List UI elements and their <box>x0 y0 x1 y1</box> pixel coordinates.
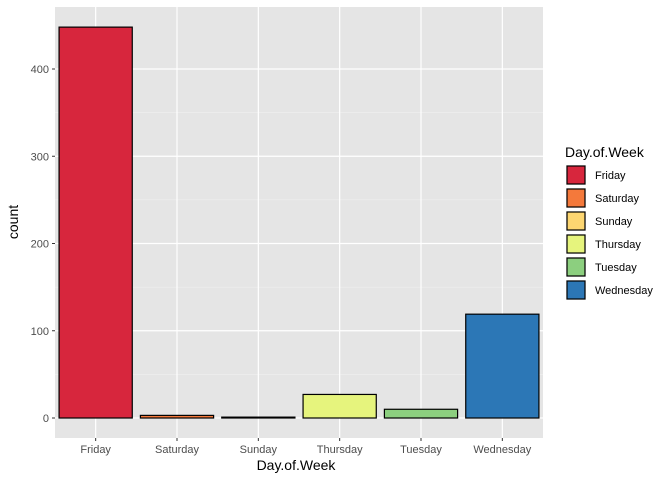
x-tick-label: Saturday <box>155 444 200 456</box>
legend-title: Day.of.Week <box>565 144 645 160</box>
x-tick-label: Tuesday <box>400 444 442 456</box>
bar-saturday <box>139 414 215 419</box>
major-gridlines <box>55 7 543 438</box>
legend-key-saturday <box>566 188 586 208</box>
x-axis-title: Day.of.Week <box>257 457 337 473</box>
y-tick-label: 0 <box>43 413 49 425</box>
bar-friday <box>58 26 133 419</box>
y-axis: 0 100 200 300 400 <box>31 64 55 425</box>
legend-label-wednesday: Wednesday <box>595 285 653 297</box>
plot-panel <box>55 7 543 438</box>
y-tick-label: 400 <box>31 64 49 76</box>
y-tick-label: 300 <box>31 151 49 163</box>
legend-key-tuesday <box>566 257 586 277</box>
x-tick-label: Thursday <box>317 444 363 456</box>
y-axis-title: count <box>5 205 21 239</box>
legend-label-tuesday: Tuesday <box>595 262 637 274</box>
legend-key-wednesday <box>566 280 586 300</box>
legend-key-friday <box>566 165 586 185</box>
legend-label-sunday: Sunday <box>595 216 633 228</box>
legend-label-thursday: Thursday <box>595 239 641 251</box>
x-tick-label: Friday <box>80 444 111 456</box>
y-tick-label: 100 <box>31 326 49 338</box>
bars <box>58 26 540 419</box>
legend-label-saturday: Saturday <box>595 193 640 205</box>
legend-key-thursday <box>566 234 586 254</box>
bar-sunday <box>221 416 296 419</box>
legend-key-sunday <box>566 211 586 231</box>
minor-gridlines <box>55 112 543 375</box>
bar-tuesday <box>383 408 459 419</box>
bar-thursday <box>302 393 377 419</box>
legend-label-friday: Friday <box>595 170 626 182</box>
x-tick-label: Sunday <box>240 444 278 456</box>
bar-wednesday <box>465 313 540 419</box>
x-axis: Friday Saturday Sunday Thursday Tuesday Wedne… <box>80 438 532 456</box>
legend-items: Friday Saturday Sunday Thursday Tuesday Wedne… <box>566 165 653 300</box>
legend: Day.of.Week Friday Saturday Sunday Thursday… <box>565 144 653 300</box>
y-tick-label: 200 <box>31 239 49 251</box>
x-tick-label: Wednesday <box>473 444 531 456</box>
